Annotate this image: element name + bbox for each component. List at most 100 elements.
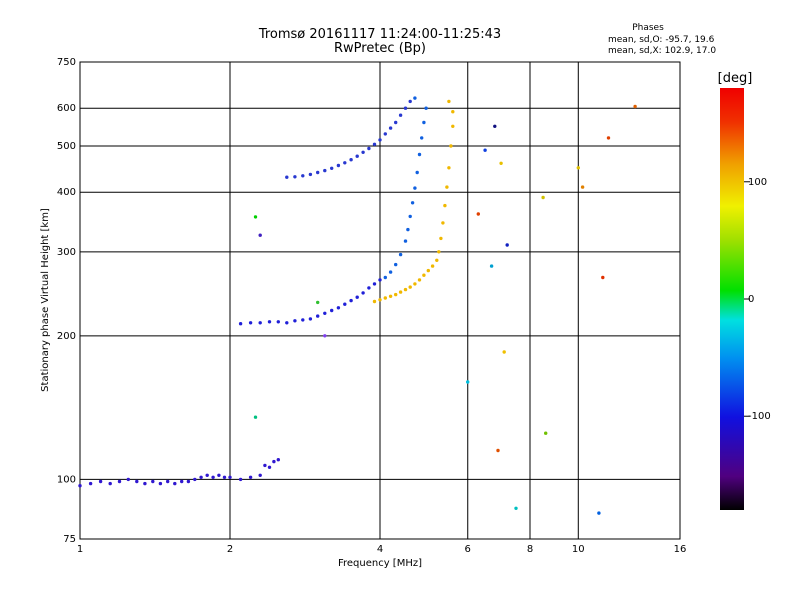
data-point-f-upper-o: [408, 99, 412, 104]
x-tick-label: 1: [77, 544, 83, 555]
colorbar-ticks: 100 0 -100: [744, 177, 771, 422]
data-point-e-region: [258, 473, 262, 477]
data-point-f-lower-o: [343, 302, 347, 306]
data-point-scattered: [601, 275, 605, 280]
data-point-e-region: [205, 473, 209, 477]
data-point-scattered: [253, 415, 258, 419]
data-point-e-region: [193, 477, 197, 482]
data-point-e-region: [248, 475, 253, 479]
data-point-e-region: [276, 458, 280, 462]
data-point-scattered: [496, 448, 500, 453]
chart-subtitle: RwPretec (Bp): [334, 41, 426, 56]
data-point-f-lower-o: [367, 286, 371, 290]
data-point-f-upper-o: [323, 168, 327, 173]
data-point-e-region: [126, 477, 130, 482]
x-tick-label: 10: [572, 544, 585, 555]
data-point-f-lower-o-rise: [398, 252, 403, 257]
data-point-f-lower-o-rise: [410, 201, 415, 205]
data-point-scattered: [316, 300, 320, 305]
data-point-f-lower-o: [316, 314, 320, 318]
data-point-f-x: [443, 203, 447, 208]
data-point-scattered: [476, 212, 480, 216]
data-point-e-region: [180, 479, 184, 484]
data-point-f-upper-o: [343, 161, 347, 165]
data-point-scattered: [493, 124, 497, 128]
data-point-scattered: [466, 380, 470, 384]
data-point-e-region: [217, 473, 221, 477]
y-tick-label: 750: [57, 57, 76, 68]
data-point-f-x: [417, 278, 422, 282]
y-tick-labels: 75 100 200 300 400 500 600 750: [57, 57, 76, 545]
data-point-f-lower-o: [285, 321, 289, 325]
data-point-f-upper-o: [330, 166, 334, 170]
data-point-f-lower-o: [355, 295, 359, 299]
data-point-scattered: [541, 195, 545, 200]
data-point-f-upper-o: [394, 120, 398, 125]
data-point-f-lower-o-rise: [394, 262, 398, 267]
data-point-e-region: [117, 479, 122, 484]
data-point-e-region: [98, 479, 103, 484]
data-points: [78, 96, 637, 515]
data-point-f-upper-o: [316, 170, 320, 175]
data-point-f-x: [422, 273, 426, 277]
x-axis-label: Frequency [MHz]: [338, 558, 422, 569]
colorbar-tick-label: 100: [748, 177, 767, 188]
data-point-f-x: [447, 99, 451, 104]
data-point-e-region: [186, 479, 191, 484]
data-point-f-upper-o: [285, 175, 289, 179]
y-tick-label: 400: [57, 187, 76, 198]
phases-line-o: mean, sd,O: -95.7, 19.6: [608, 35, 715, 45]
data-point-scattered: [514, 506, 518, 510]
data-point-f-lower-o: [276, 320, 280, 324]
data-point-f-lower-o: [372, 282, 377, 286]
data-point-f-x: [437, 250, 441, 254]
data-point-f-x: [430, 264, 435, 268]
data-point-f-lower-o-rise: [422, 120, 426, 125]
data-point-f-x: [403, 287, 408, 292]
data-point-f-lower-o-rise: [413, 186, 417, 190]
data-point-f-x: [449, 144, 453, 148]
data-point-f-lower-o-rise: [406, 227, 410, 232]
data-point-e-region: [228, 475, 232, 479]
data-point-f-lower-o: [336, 306, 341, 310]
data-point-f-upper-o: [361, 150, 365, 154]
colorbar-label: [deg]: [718, 71, 753, 86]
data-point-e-region: [143, 481, 147, 486]
data-point-f-upper-o: [308, 172, 313, 177]
phases-heading: Phases: [632, 23, 664, 33]
y-tick-label: 100: [57, 474, 76, 485]
data-point-f-x: [451, 110, 455, 114]
data-point-e-region: [78, 484, 82, 488]
data-point-f-upper-o: [388, 126, 393, 130]
data-point-scattered: [597, 511, 601, 515]
colorbar: [720, 88, 744, 510]
data-point-f-x: [408, 285, 412, 289]
x-tick-label: 8: [527, 544, 533, 555]
data-point-f-upper-o: [349, 158, 353, 162]
data-point-e-region: [88, 481, 93, 486]
data-point-f-lower-o: [361, 291, 365, 295]
data-point-f-lower-o-rise: [415, 170, 419, 175]
data-point-f-lower-o: [248, 321, 253, 325]
x-tick-labels: 1 2 4 6 8 10 16: [77, 544, 687, 555]
data-point-f-upper-o: [336, 163, 341, 168]
data-point-scattered: [253, 215, 258, 219]
data-point-scattered: [544, 431, 548, 435]
data-point-scattered: [576, 166, 580, 170]
data-point-f-x: [372, 299, 377, 304]
data-point-scattered: [505, 243, 509, 247]
data-point-scattered: [489, 264, 494, 268]
data-point-f-x: [398, 290, 403, 294]
data-point-f-upper-o: [293, 175, 297, 179]
data-point-f-x: [439, 236, 443, 241]
data-point-e-region: [199, 475, 203, 479]
data-point-f-x: [413, 282, 417, 286]
data-point-f-lower-o: [293, 319, 297, 323]
data-point-e-region: [272, 459, 276, 464]
data-point-f-lower-o-rise: [403, 239, 408, 243]
data-point-f-lower-o: [238, 322, 243, 326]
data-point-f-x: [383, 296, 387, 300]
data-point-f-lower-o-rise: [413, 96, 417, 100]
data-point-f-lower-o-rise: [424, 106, 428, 110]
